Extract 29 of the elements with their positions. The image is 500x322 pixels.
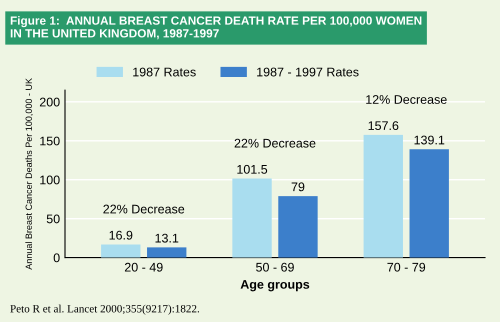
y-tick-label: 100	[40, 176, 60, 184]
annotation: 22% Decrease	[103, 204, 184, 214]
chart-title: Figure 1: ANNUAL BREAST CANCER DEATH RATE PER 100,000 WOMEN IN THE UNITED KINGDOM, 1987-1997	[10, 16, 422, 40]
data-label: 16.9	[110, 230, 132, 240]
legend-label: 1987 Rates	[133, 68, 196, 76]
x-tick-label: 20 - 49	[124, 262, 163, 272]
x-tick-label: 50 - 69	[256, 262, 294, 272]
data-label: 79	[292, 182, 304, 192]
x-tick-label: 70 - 79	[387, 262, 426, 272]
bar	[101, 244, 140, 258]
text: Peto R et al. Lancet 2000;355(9217):1822.	[10, 304, 200, 315]
y-tick-label: 50	[46, 214, 60, 224]
data-label: 13.1	[156, 234, 178, 243]
annotation: 12% Decrease	[366, 95, 447, 104]
data-label: 157.6	[368, 121, 398, 130]
bar	[232, 178, 272, 258]
data-label: 101.5	[237, 164, 268, 174]
legend-label: 1987 - 1997 Rates	[257, 68, 359, 76]
bar	[147, 247, 186, 258]
data-label: 139.1	[414, 136, 444, 144]
bar	[278, 196, 318, 258]
y-tick-label: 0	[54, 253, 60, 262]
y-tick-label: 200	[40, 98, 60, 106]
annotation: 22% Decrease	[234, 138, 316, 148]
bar	[364, 134, 403, 258]
x-axis-title: Age groups	[240, 280, 310, 292]
y-axis-title: Annual Breast Cancer Deaths Per 100,000 - UK	[25, 78, 34, 270]
bar	[410, 149, 449, 258]
y-tick-label: 150	[40, 136, 60, 146]
